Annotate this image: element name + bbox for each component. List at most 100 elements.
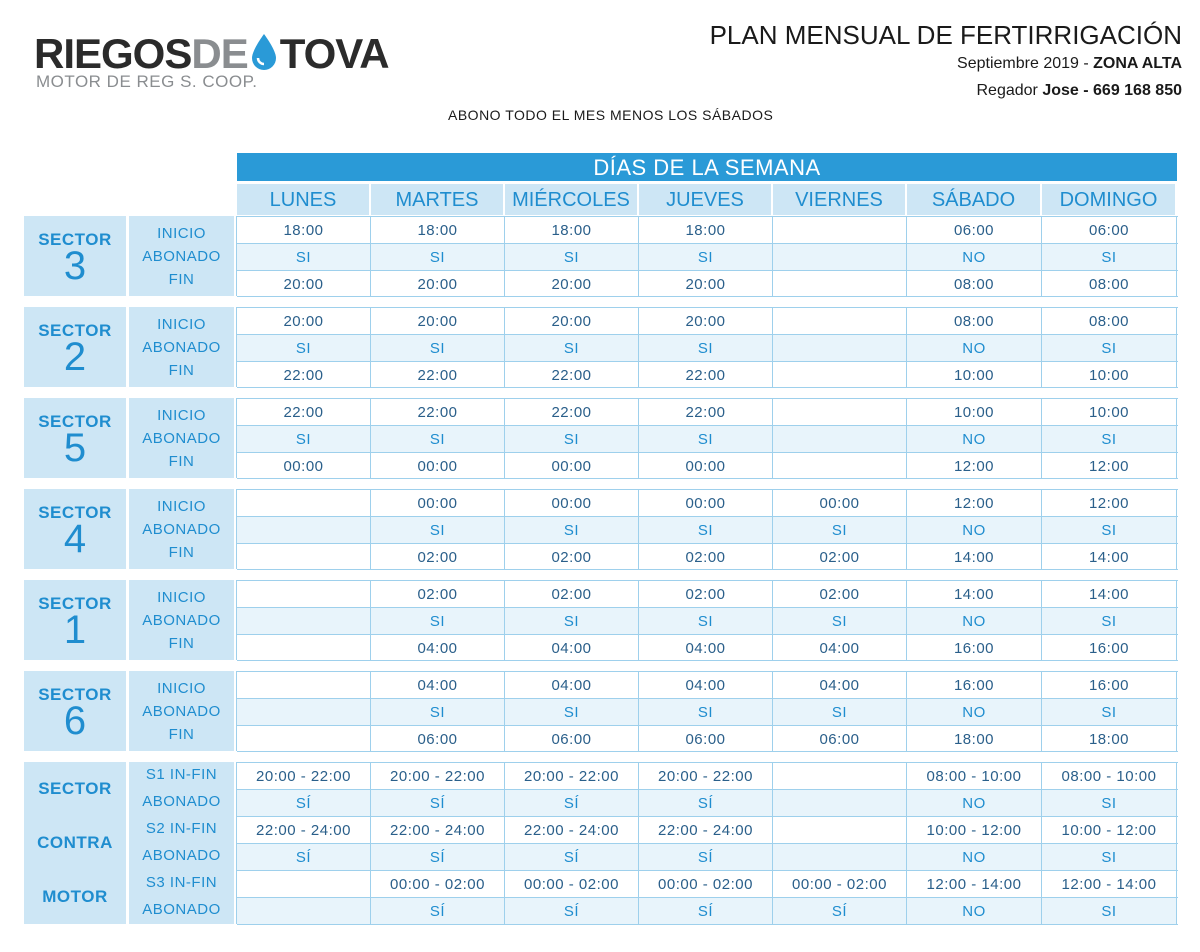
table-cell: 22:00	[639, 362, 773, 388]
table-cell	[237, 635, 371, 661]
sector-grid: 04:00 04:00 04:00 04:00 16:00 16:00 SI SI SI SI NO…	[236, 671, 1178, 752]
table-cell: 18:00	[639, 217, 773, 243]
table-cell: SI	[639, 608, 773, 634]
row-label-end: FIN	[168, 635, 195, 652]
month-label: Septiembre 2019 -	[957, 55, 1094, 72]
table-cell: 20:00	[371, 271, 505, 297]
table-cell: 12:00 - 14:00	[1042, 871, 1177, 897]
table-cell: 18:00	[1042, 726, 1177, 752]
grid-line	[237, 671, 1178, 672]
table-cell: 20:00	[371, 308, 505, 334]
sector-box: SECTOR 4	[24, 489, 126, 569]
table-cell: SI	[1042, 426, 1177, 452]
table-cell: 08:00 - 10:00	[1042, 763, 1177, 789]
row-labels: INICIO ABONADO FIN	[129, 216, 234, 296]
contra-row-label: S2 IN-FIN	[145, 820, 218, 837]
table-cell	[237, 608, 371, 634]
row-label-start: INICIO	[157, 589, 206, 606]
table-cell: SI	[1042, 790, 1177, 816]
contra-row-label: S3 IN-FIN	[145, 874, 218, 891]
table-cell: SI	[773, 699, 907, 725]
table-cell: 22:00 - 24:00	[639, 817, 773, 843]
sector-box: SECTOR 5	[24, 398, 126, 478]
table-cell: 04:00	[773, 672, 907, 698]
table-cell: SI	[505, 335, 639, 361]
sector-label: SECTOR	[38, 503, 112, 522]
table-cell: 18:00	[371, 217, 505, 243]
row-label-fert: ABONADO	[142, 248, 221, 265]
table-cell: 10:00	[907, 399, 1042, 425]
table-cell: SÍ	[505, 844, 639, 870]
table-cell: 10:00	[1042, 399, 1177, 425]
table-cell: 14:00	[907, 544, 1042, 570]
table-cell	[773, 453, 907, 479]
grid-line	[237, 361, 1178, 362]
logo-part-tova: TOVA	[279, 30, 390, 77]
table-cell: SI	[371, 426, 505, 452]
table-cell: SI	[773, 608, 907, 634]
logo-part-riegos: RIEGOS	[34, 30, 192, 77]
grid-line	[237, 270, 1178, 271]
grid-line	[237, 660, 1178, 661]
table-cell: SÍ	[505, 898, 639, 924]
table-cell: 06:00	[907, 217, 1042, 243]
table-cell: SI	[505, 699, 639, 725]
contra-motor-box	[24, 762, 126, 924]
grid-line	[237, 725, 1178, 726]
table-cell: 00:00	[639, 490, 773, 516]
table-cell: SI	[1042, 335, 1177, 361]
page-title: PLAN MENSUAL DE FERTIRRIGACIÓN	[709, 20, 1182, 50]
table-cell: SI	[1042, 844, 1177, 870]
table-cell: SÍ	[505, 790, 639, 816]
table-cell	[773, 426, 907, 452]
grid-line	[237, 924, 1178, 925]
table-cell: 22:00	[639, 399, 773, 425]
table-cell: 02:00	[505, 581, 639, 607]
table-cell: 22:00 - 24:00	[505, 817, 639, 843]
table-cell	[237, 871, 371, 897]
table-cell	[773, 763, 907, 789]
grid-line	[237, 634, 1178, 635]
sector-label: SECTOR	[38, 321, 112, 340]
table-cell: SI	[1042, 699, 1177, 725]
row-labels: INICIO ABONADO FIN	[129, 671, 234, 751]
sector-grid: 18:00 18:00 18:00 18:00 06:00 06:00 SI SI SI SI NO…	[236, 216, 1178, 297]
logo-subtitle: MOTOR DE REG S. COOP.	[36, 72, 258, 91]
table-cell: 00:00	[773, 490, 907, 516]
table-cell: 00:00	[639, 453, 773, 479]
table-cell: SI	[371, 699, 505, 725]
fertilization-note: ABONO TODO EL MES MENOS LOS SÁBADOS	[448, 107, 774, 123]
table-cell: 04:00	[505, 672, 639, 698]
grid-line	[237, 698, 1178, 699]
table-cell: 00:00	[505, 453, 639, 479]
table-cell: 00:00	[237, 453, 371, 479]
grid-line	[237, 762, 1178, 763]
table-cell: SÍ	[639, 790, 773, 816]
table-cell: 16:00	[907, 635, 1042, 661]
grid-line	[237, 296, 1178, 297]
table-cell: 04:00	[639, 635, 773, 661]
grid-line	[237, 543, 1178, 544]
table-cell	[773, 217, 907, 243]
row-labels: INICIO ABONADO FIN	[129, 398, 234, 478]
table-cell: 06:00	[371, 726, 505, 752]
table-cell: 22:00 - 24:00	[237, 817, 371, 843]
table-cell: SI	[1042, 244, 1177, 270]
table-cell: 00:00 - 02:00	[371, 871, 505, 897]
table-cell: 18:00	[237, 217, 371, 243]
sector-label: SECTOR	[38, 685, 112, 704]
table-cell	[237, 672, 371, 698]
contra-motor-label: MOTOR	[42, 887, 108, 906]
table-cell: 10:00 - 12:00	[1042, 817, 1177, 843]
grid-line	[237, 398, 1178, 399]
table-cell: 02:00	[773, 544, 907, 570]
table-cell: SI	[639, 426, 773, 452]
grid-line	[237, 452, 1178, 453]
table-cell: 20:00 - 22:00	[639, 763, 773, 789]
table-cell: 22:00	[505, 399, 639, 425]
table-cell: 20:00	[639, 308, 773, 334]
contra-grid: 20:00 - 22:00 20:00 - 22:00 20:00 - 22:00 2…	[236, 762, 1178, 925]
grid-line	[237, 816, 1178, 817]
grid-line	[237, 580, 1178, 581]
logo-wordmark: RIEGOSDE TOVA	[34, 30, 390, 78]
